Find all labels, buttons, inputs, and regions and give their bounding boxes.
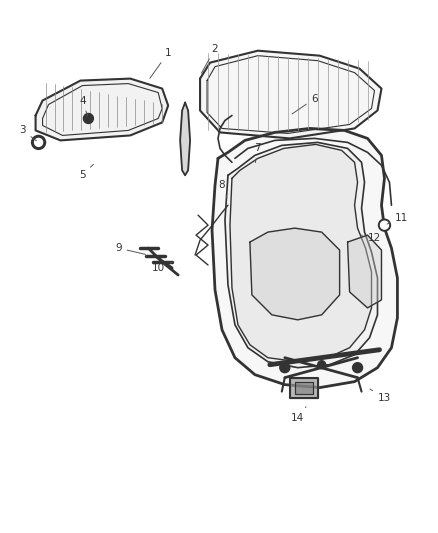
Polygon shape [180, 102, 190, 175]
Text: 5: 5 [79, 164, 93, 180]
Text: 11: 11 [387, 213, 408, 224]
Text: 6: 6 [292, 93, 318, 114]
Circle shape [83, 114, 93, 124]
Text: 3: 3 [19, 125, 36, 141]
Text: 10: 10 [152, 262, 172, 273]
Text: 12: 12 [361, 233, 381, 243]
Circle shape [35, 139, 42, 147]
Polygon shape [250, 228, 339, 320]
Circle shape [378, 219, 390, 231]
Circle shape [318, 361, 326, 369]
Text: 9: 9 [115, 243, 145, 254]
Polygon shape [290, 378, 318, 398]
Circle shape [280, 362, 290, 373]
Circle shape [381, 221, 389, 229]
Text: 13: 13 [370, 389, 391, 402]
Polygon shape [295, 382, 313, 393]
Polygon shape [212, 128, 397, 387]
Polygon shape [225, 142, 378, 368]
Polygon shape [35, 78, 168, 140]
Circle shape [32, 135, 46, 149]
Text: 1: 1 [150, 47, 171, 78]
Text: 4: 4 [79, 95, 88, 116]
Text: 14: 14 [291, 407, 306, 423]
Text: 2: 2 [201, 44, 218, 73]
Circle shape [353, 362, 363, 373]
Text: 7: 7 [254, 143, 261, 163]
Text: 8: 8 [219, 180, 227, 198]
Polygon shape [230, 144, 371, 362]
Polygon shape [348, 235, 381, 308]
Polygon shape [200, 51, 381, 139]
